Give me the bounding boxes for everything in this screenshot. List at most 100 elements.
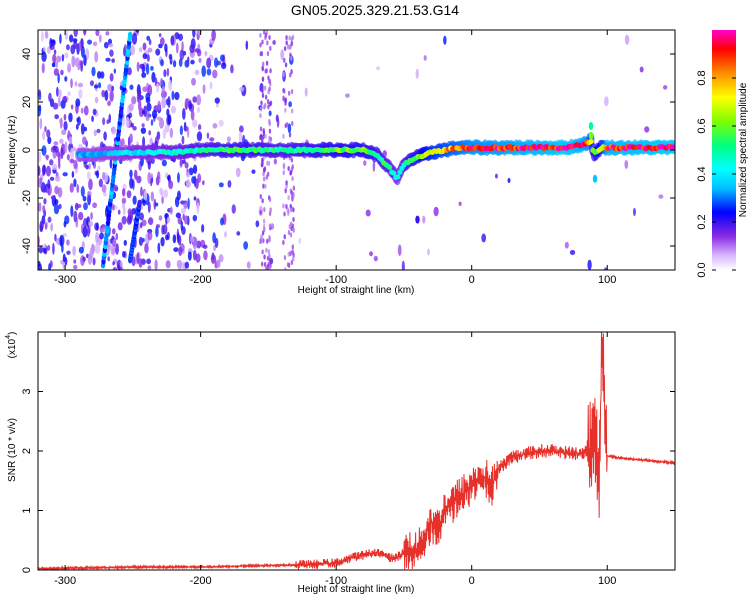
noise-speck <box>69 147 75 160</box>
noise-speck <box>261 88 264 94</box>
noise-speck <box>63 121 68 131</box>
snr-multiplier: (x104) <box>5 332 18 359</box>
noise-speck <box>82 256 86 262</box>
noise-speck <box>45 165 52 177</box>
noise-speck <box>96 128 101 134</box>
noise-speck <box>196 106 201 114</box>
noise-speck <box>127 208 133 216</box>
noise-speck <box>284 62 288 68</box>
noise-speck <box>183 215 189 225</box>
noise-speck <box>143 105 147 117</box>
noise-speck <box>268 211 272 217</box>
noise-speck <box>175 212 182 219</box>
noise-speck <box>266 40 269 46</box>
noise-speck <box>201 224 205 233</box>
noise-speck <box>41 31 44 42</box>
noise-speck <box>192 214 198 222</box>
noise-speck <box>289 250 292 256</box>
noise-speck <box>191 77 196 86</box>
noise-speck <box>55 175 61 182</box>
noise-speck <box>54 146 59 153</box>
noise-speck <box>45 154 49 161</box>
noise-speck <box>422 215 426 224</box>
noise-speck <box>60 147 64 160</box>
snr-panel: -300 -200 -100 0 100 0 1 2 3 Height of straight … <box>5 331 676 595</box>
streak-mark <box>127 31 133 38</box>
noise-speck <box>41 145 47 156</box>
noise-speck <box>149 137 153 145</box>
noise-speck <box>139 212 144 221</box>
noise-speck <box>261 157 264 163</box>
noise-speck <box>151 71 156 83</box>
noise-speck <box>62 172 68 177</box>
noise-speck <box>91 115 94 122</box>
noise-speck <box>38 177 42 188</box>
noise-speck <box>54 199 59 205</box>
noise-speck <box>286 122 289 128</box>
noise-speck <box>141 72 147 79</box>
noise-speck <box>63 220 67 228</box>
noise-speck <box>287 230 291 236</box>
noise-speck <box>148 38 152 46</box>
noise-speck <box>265 60 269 66</box>
noise-speck <box>261 92 265 98</box>
noise-speck <box>260 261 264 267</box>
y-tick-label: 1 <box>21 507 33 513</box>
colorbar-tick-label: 0.6 <box>696 118 708 133</box>
noise-speck <box>98 82 102 89</box>
noise-speck <box>129 84 134 90</box>
noise-speck <box>80 185 85 198</box>
noise-speck <box>261 39 264 45</box>
noise-speck <box>68 34 74 43</box>
noise-speck <box>111 235 115 240</box>
noise-speck <box>194 178 199 190</box>
noise-speck <box>194 48 200 53</box>
snr-series-line <box>38 332 675 570</box>
noise-speck <box>103 41 109 49</box>
noise-speck <box>184 261 190 269</box>
noise-speck <box>71 170 75 178</box>
noise-speck <box>189 44 195 54</box>
noise-speck <box>433 206 439 217</box>
noise-speck <box>39 117 43 130</box>
noise-speck <box>146 35 151 41</box>
noise-speck <box>43 46 46 52</box>
noise-speck <box>155 224 161 229</box>
noise-speck <box>288 224 291 230</box>
noise-speck <box>47 179 51 189</box>
noise-speck <box>427 248 430 256</box>
noise-speck <box>587 259 592 270</box>
noise-speck <box>68 112 73 123</box>
noise-speck <box>77 82 84 88</box>
noise-speck <box>130 44 136 56</box>
noise-speck <box>57 152 61 164</box>
noise-speck <box>443 35 447 45</box>
noise-speck <box>74 57 80 68</box>
noise-speck <box>120 138 125 147</box>
noise-speck <box>186 171 190 178</box>
noise-speck <box>291 176 294 182</box>
noise-speck <box>131 208 136 215</box>
noise-speck <box>61 129 67 136</box>
noise-speck <box>215 259 221 268</box>
noise-speck <box>262 171 265 177</box>
noise-speck <box>288 132 292 138</box>
noise-speck <box>373 255 378 262</box>
noise-speck <box>171 90 175 101</box>
colorbar-scale <box>712 30 736 270</box>
noise-speck <box>44 125 47 133</box>
noise-speck <box>112 261 115 266</box>
noise-speck <box>291 34 295 40</box>
noise-speck <box>161 224 165 235</box>
noise-speck <box>267 160 271 166</box>
noise-speck <box>95 30 100 37</box>
ridge-core <box>391 170 397 176</box>
noise-speck <box>121 215 127 225</box>
noise-speck <box>135 30 140 33</box>
noise-speck <box>188 182 191 187</box>
noise-speck <box>53 204 60 215</box>
noise-speck <box>624 34 630 45</box>
noise-speck <box>211 30 216 41</box>
noise-speck <box>92 41 98 47</box>
noise-speck <box>73 264 78 270</box>
